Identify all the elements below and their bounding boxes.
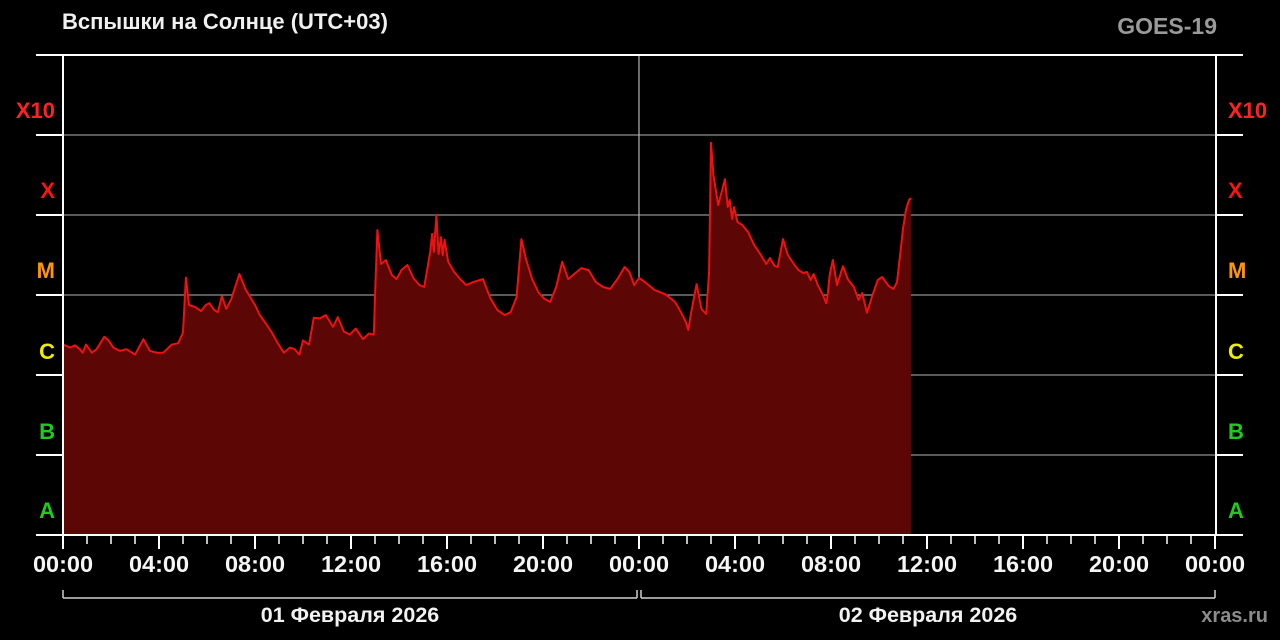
x-tick-label: 00:00 — [609, 551, 669, 577]
band-label-x-left: X — [40, 178, 55, 203]
band-label-m-right: M — [1228, 258, 1247, 283]
x-tick-label: 12:00 — [897, 551, 957, 577]
date-label-day2: 02 Февраля 2026 — [838, 603, 1018, 627]
band-label-x10-left: X10 — [15, 98, 55, 123]
satellite-label: GOES-19 — [1117, 13, 1217, 39]
x-tick-label: 16:00 — [993, 551, 1053, 577]
x-tick-label: 08:00 — [225, 551, 285, 577]
band-label-c-right: C — [1228, 339, 1244, 364]
band-label-m-left: M — [36, 258, 55, 283]
x-tick-label: 00:00 — [33, 551, 93, 577]
band-label-x10-right: X10 — [1228, 98, 1268, 123]
band-label-c-left: C — [39, 339, 55, 364]
x-tick-label: 08:00 — [801, 551, 861, 577]
watermark: xras.ru — [1201, 605, 1268, 627]
x-tick-label: 12:00 — [321, 551, 381, 577]
page-title: Вспышки на Солнце (UTC+03) — [62, 9, 388, 34]
band-label-x-right: X — [1228, 178, 1243, 203]
x-tick-label: 00:00 — [1185, 551, 1245, 577]
band-label-a-left: A — [39, 498, 55, 523]
band-label-b-left: B — [39, 419, 55, 444]
band-label-a-right: A — [1228, 498, 1244, 523]
x-tick-label: 04:00 — [129, 551, 189, 577]
band-label-b-right: B — [1228, 419, 1244, 444]
x-tick-label: 20:00 — [1089, 551, 1149, 577]
x-tick-label: 20:00 — [513, 551, 573, 577]
date-label-day1: 01 Февраля 2026 — [260, 603, 440, 627]
x-tick-label: 04:00 — [705, 551, 765, 577]
x-tick-label: 16:00 — [417, 551, 477, 577]
